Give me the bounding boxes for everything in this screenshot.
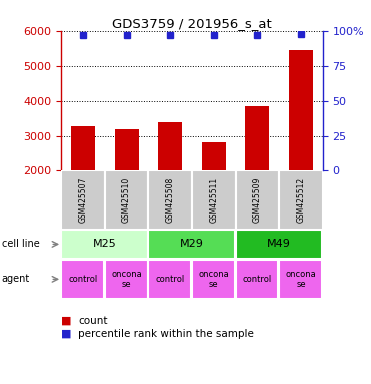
Bar xyxy=(105,170,148,230)
Text: count: count xyxy=(78,316,108,326)
Title: GDS3759 / 201956_s_at: GDS3759 / 201956_s_at xyxy=(112,17,272,30)
Text: control: control xyxy=(68,275,98,284)
Bar xyxy=(236,260,278,299)
Bar xyxy=(148,260,191,299)
Bar xyxy=(71,126,95,240)
Bar xyxy=(245,106,269,240)
Bar xyxy=(148,230,235,258)
Text: control: control xyxy=(155,275,185,284)
Text: oncona
se: oncona se xyxy=(111,270,142,289)
Bar xyxy=(279,260,322,299)
Bar xyxy=(158,122,182,240)
Bar xyxy=(236,170,279,230)
Bar xyxy=(236,230,322,258)
Bar xyxy=(61,170,105,230)
Text: percentile rank within the sample: percentile rank within the sample xyxy=(78,329,254,339)
Text: oncona
se: oncona se xyxy=(286,270,316,289)
Text: GSM425509: GSM425509 xyxy=(253,177,262,223)
Text: ■: ■ xyxy=(61,329,75,339)
Bar xyxy=(148,170,192,230)
Bar xyxy=(105,260,148,299)
Text: ■: ■ xyxy=(61,316,75,326)
Bar xyxy=(289,50,313,240)
Bar xyxy=(202,142,226,240)
Text: control: control xyxy=(243,275,272,284)
Text: M25: M25 xyxy=(93,239,117,250)
Bar xyxy=(192,170,236,230)
Text: M29: M29 xyxy=(180,239,204,250)
Text: M49: M49 xyxy=(267,239,291,250)
Text: agent: agent xyxy=(2,274,30,285)
Text: GSM425511: GSM425511 xyxy=(209,177,218,223)
Text: GSM425510: GSM425510 xyxy=(122,177,131,223)
Text: GSM425512: GSM425512 xyxy=(296,177,305,223)
Text: oncona
se: oncona se xyxy=(198,270,229,289)
Text: GSM425508: GSM425508 xyxy=(166,177,175,223)
Bar xyxy=(279,170,323,230)
Bar xyxy=(192,260,235,299)
Bar xyxy=(115,129,139,240)
Text: GSM425507: GSM425507 xyxy=(79,177,88,223)
Bar xyxy=(61,260,104,299)
Text: cell line: cell line xyxy=(2,239,40,250)
Bar xyxy=(61,230,148,258)
